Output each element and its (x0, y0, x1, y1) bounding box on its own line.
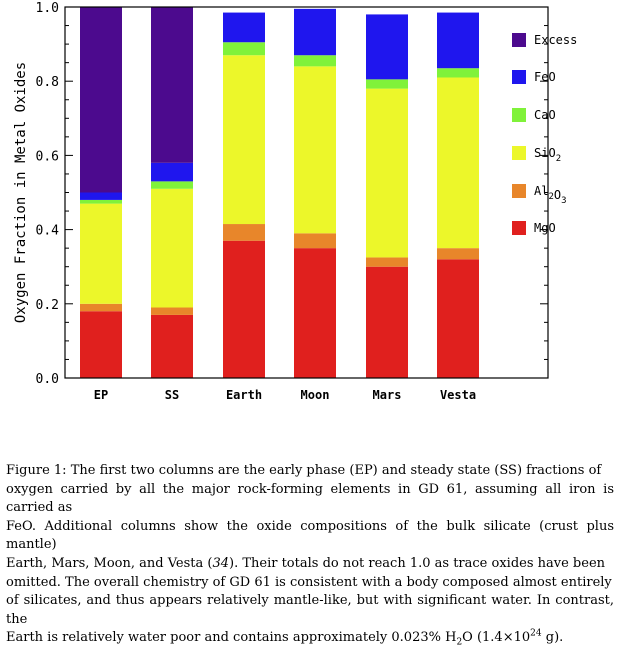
caption-text: ). Their totals do not reach 1.0 as trac… (229, 555, 606, 571)
bar-segment-al2o3-vesta (437, 248, 479, 260)
x-category-label: Vesta (440, 388, 476, 402)
y-tick-label: 0.6 (36, 149, 59, 164)
caption-text: g). (541, 630, 564, 646)
bar-segment-sio2-ep (80, 203, 122, 304)
bars-group (80, 7, 479, 378)
stacked-bar-chart: 0.0 0.2 0.4 0.6 0.8 1.0 EP SS Earth Moon Mars Vesta… (13, 1, 577, 402)
caption-line: FeO. Additional columns show the oxide c… (6, 518, 614, 555)
legend-swatch-mgo (512, 221, 526, 235)
bar-segment-sio2-mars (366, 88, 408, 258)
figure-caption: Figure 1: The first two columns are the … (6, 462, 614, 648)
bar-segment-feo-moon (294, 8, 336, 56)
bar-segment-mgo-ep (80, 311, 122, 378)
caption-line: Earth is relatively water poor and conta… (6, 629, 614, 648)
bar-segment-cao-mars (366, 79, 408, 89)
caption-superscript: 24 (530, 629, 542, 640)
caption-line: Figure 1: The first two columns are the … (6, 462, 614, 481)
legend-label-excess: Excess (534, 33, 577, 47)
bar-segment-cao-earth (223, 42, 265, 56)
legend-swatch-feo (512, 70, 526, 84)
x-category-label: Mars (373, 388, 402, 402)
bar-segment-mgo-vesta (437, 259, 479, 378)
bar-segment-sio2-moon (294, 66, 336, 234)
bar-segment-cao-vesta (437, 68, 479, 78)
bar-segment-al2o3-ep (80, 303, 122, 312)
y-tick-label: 0.8 (36, 75, 59, 90)
x-category-label: Earth (226, 388, 262, 402)
x-category-label: EP (94, 388, 108, 402)
legend: Excess FeO CaO SiO2 Al2O3 MgO (512, 33, 577, 235)
bar-segment-feo-mars (366, 14, 408, 80)
bar-segment-feo-ep (80, 192, 122, 200)
bar-segment-cao-moon (294, 55, 336, 67)
bar-segment-al2o3-earth (223, 224, 265, 241)
legend-swatch-cao (512, 108, 526, 122)
caption-line: oxygen carried by all the major rock-for… (6, 481, 614, 518)
caption-text: Earth is relatively water poor and conta… (6, 630, 457, 646)
bar-segment-mgo-moon (294, 248, 336, 378)
bar-segment-al2o3-mars (366, 257, 408, 267)
legend-label-sio2: SiO2 (534, 146, 561, 164)
legend-label-feo: FeO (534, 70, 556, 84)
bar-segment-sio2-earth (223, 55, 265, 225)
caption-line: of silicates, and thus appears relativel… (6, 592, 614, 629)
bar-segment-cao-ss (151, 181, 193, 189)
legend-label-al2o3: Al2O3 (534, 184, 567, 206)
legend-swatch-excess (512, 33, 526, 47)
x-category-label: SS (165, 388, 179, 402)
caption-text: O (1.4×10 (462, 630, 531, 646)
caption-line: omitted. The overall chemistry of GD 61 … (6, 574, 614, 593)
y-tick-label: 1.0 (36, 1, 59, 16)
y-axis-label: Oxygen Fraction in Metal Oxides (13, 62, 29, 323)
caption-text: of silicates, and thus appears relativel… (6, 593, 614, 627)
legend-label-cao: CaO (534, 108, 556, 122)
bar-segment-feo-ss (151, 162, 193, 182)
caption-text: Figure 1: The first two columns are the … (6, 463, 602, 478)
bar-segment-excess-ss (151, 7, 193, 163)
y-tick-label: 0.4 (36, 224, 60, 239)
caption-text: FeO. Additional columns show the oxide c… (6, 518, 614, 553)
caption-line: Earth, Mars, Moon, and Vesta (34). Their… (6, 555, 614, 574)
caption-text: oxygen carried by all the major rock-for… (6, 481, 614, 516)
legend-swatch-al2o3 (512, 184, 526, 198)
bar-segment-sio2-ss (151, 188, 193, 308)
bar-segment-al2o3-moon (294, 233, 336, 249)
bar-segment-sio2-vesta (437, 77, 479, 249)
y-tick-label: 0.2 (36, 298, 59, 313)
bar-segment-cao-ep (80, 199, 122, 204)
caption-text: omitted. The overall chemistry of GD 61 … (6, 574, 612, 590)
bar-segment-feo-earth (223, 12, 265, 43)
legend-label-mgo: MgO (534, 221, 556, 235)
caption-text: Earth, Mars, Moon, and Vesta ( (6, 555, 213, 571)
bar-segment-al2o3-ss (151, 307, 193, 315)
caption-reference: 34 (212, 555, 229, 571)
bar-segment-mgo-earth (223, 240, 265, 378)
axes-group: 0.0 0.2 0.4 0.6 0.8 1.0 EP SS Earth Moon Mars Vesta (36, 1, 548, 402)
legend-swatch-sio2 (512, 146, 526, 160)
bar-segment-mgo-ss (151, 314, 193, 378)
x-category-label: Moon (301, 388, 330, 402)
bar-segment-feo-vesta (437, 12, 479, 69)
bar-segment-excess-ep (80, 7, 122, 193)
bar-segment-mgo-mars (366, 266, 408, 378)
y-tick-label: 0.0 (36, 372, 59, 387)
